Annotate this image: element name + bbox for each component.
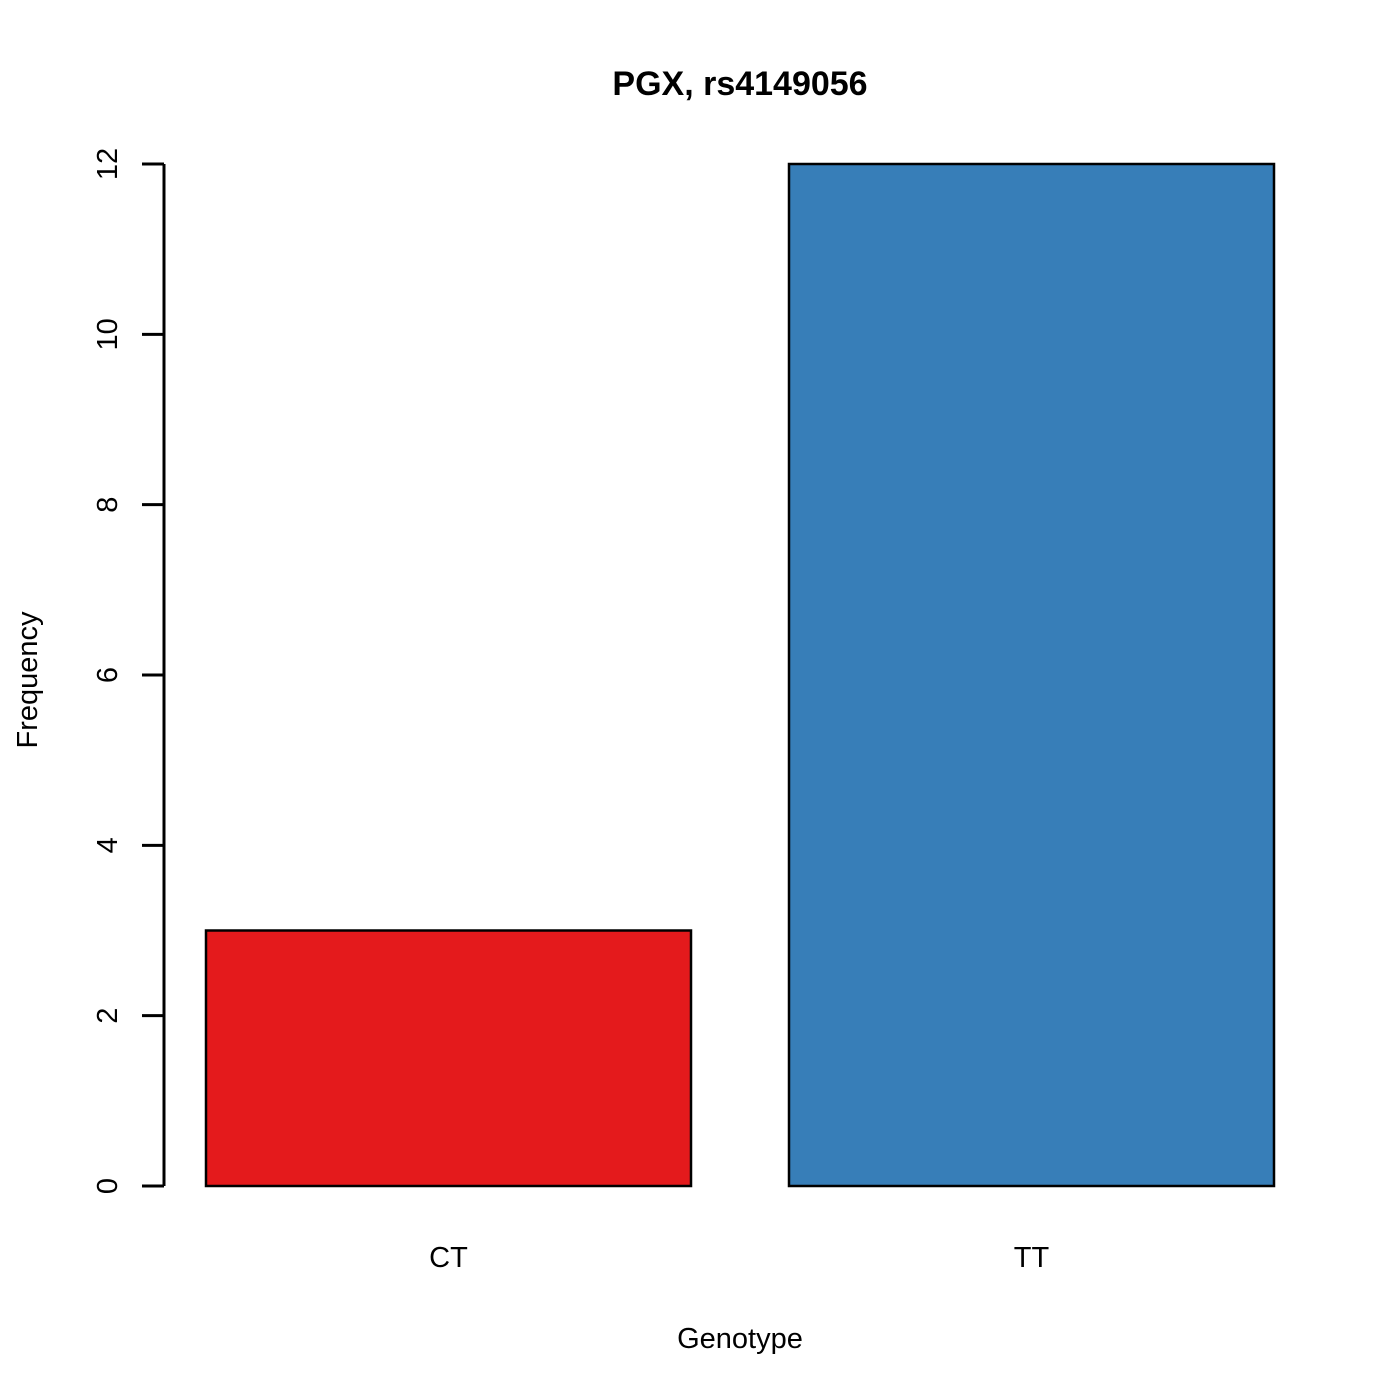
x-axis-label: Genotype bbox=[677, 1323, 803, 1355]
bar-tt bbox=[787, 162, 1276, 1188]
y-axis-tick-label: 6 bbox=[92, 667, 124, 683]
y-axis-label: Frequency bbox=[12, 611, 44, 749]
x-axis-tick-labels: CT TT bbox=[429, 1242, 1049, 1274]
x-axis-tick-label: TT bbox=[1014, 1242, 1050, 1274]
y-axis-tick-label: 12 bbox=[92, 148, 124, 180]
y-axis-tick-label: 2 bbox=[92, 1008, 124, 1024]
y-axis: 0 2 4 6 8 10 12 bbox=[92, 148, 166, 1194]
bar-ct bbox=[204, 929, 693, 1188]
y-axis-tick-label: 10 bbox=[92, 318, 124, 350]
chart-title: PGX, rs4149056 bbox=[612, 65, 867, 103]
y-axis-tick-label: 8 bbox=[92, 497, 124, 513]
x-axis-tick-label: CT bbox=[429, 1242, 468, 1274]
y-axis-tick-label: 4 bbox=[92, 837, 124, 853]
y-axis-tick-label: 0 bbox=[92, 1178, 124, 1194]
bars bbox=[204, 162, 1276, 1188]
